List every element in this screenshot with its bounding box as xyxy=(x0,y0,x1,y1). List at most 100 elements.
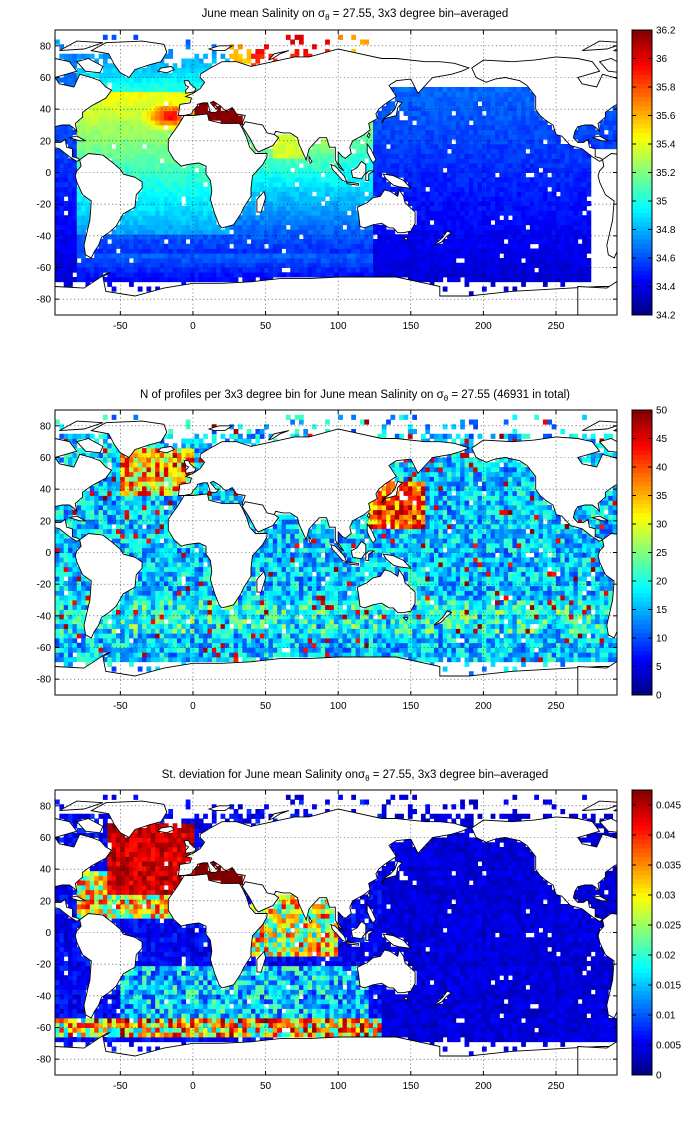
heatmap-cell xyxy=(468,115,474,121)
heatmap-cell xyxy=(451,177,457,183)
heatmap-cell xyxy=(150,267,156,273)
heatmap-cell xyxy=(133,129,139,135)
heatmap-cell xyxy=(420,172,426,178)
heatmap-cell xyxy=(150,277,156,283)
heatmap-cell xyxy=(150,566,156,572)
heatmap-cell xyxy=(434,267,439,273)
heatmap-cell xyxy=(229,53,235,59)
heatmap-cell xyxy=(495,215,500,221)
heatmap-cell xyxy=(277,167,282,173)
heatmap-cell xyxy=(85,272,91,278)
heatmap-cell xyxy=(569,253,574,259)
heatmap-cell xyxy=(185,210,191,216)
heatmap-cell xyxy=(542,186,548,192)
heatmap-cell xyxy=(512,134,518,140)
heatmap-cell xyxy=(438,91,444,97)
heatmap-cell xyxy=(115,91,121,97)
heatmap-cell xyxy=(473,106,478,112)
heatmap-cell xyxy=(81,125,86,131)
heatmap-cell xyxy=(342,272,348,278)
heatmap-cell xyxy=(68,129,73,135)
heatmap-cell xyxy=(473,239,478,245)
heatmap-cell xyxy=(573,134,579,140)
heatmap-cell xyxy=(560,210,566,216)
heatmap-cell xyxy=(129,96,134,102)
heatmap-cell xyxy=(307,248,313,254)
heatmap-cell xyxy=(486,205,492,211)
heatmap-cell xyxy=(525,129,531,135)
heatmap-cell xyxy=(81,68,86,74)
heatmap-cell xyxy=(137,77,143,83)
heatmap-cell xyxy=(216,253,221,259)
heatmap-cell xyxy=(246,53,252,59)
heatmap-cell xyxy=(194,87,200,93)
heatmap-cell xyxy=(176,172,182,178)
heatmap-cell xyxy=(63,53,69,59)
heatmap-cell xyxy=(495,91,500,97)
heatmap-cell xyxy=(312,186,317,192)
heatmap-cell xyxy=(59,585,65,591)
heatmap-cell xyxy=(394,186,400,192)
heatmap-cell xyxy=(176,68,182,74)
heatmap-cell xyxy=(298,34,304,40)
heatmap-cell xyxy=(481,172,487,178)
heatmap-cell xyxy=(573,220,579,226)
heatmap-cell xyxy=(499,101,505,107)
heatmap-cell xyxy=(529,129,535,135)
heatmap-cell xyxy=(68,277,73,283)
heatmap-cell xyxy=(499,229,505,235)
heatmap-cell xyxy=(172,72,178,78)
heatmap-cell xyxy=(255,229,261,235)
heatmap-cell xyxy=(508,153,513,159)
heatmap-cell xyxy=(486,229,492,235)
heatmap-cell xyxy=(281,229,287,235)
heatmap-cell xyxy=(582,267,587,273)
heatmap-cell xyxy=(220,253,226,259)
heatmap-cell xyxy=(359,201,365,207)
heatmap-cell xyxy=(420,253,426,259)
land-nam xyxy=(471,56,617,162)
heatmap-cell xyxy=(163,182,169,188)
heatmap-cell xyxy=(442,201,448,207)
heatmap-cell xyxy=(107,115,113,121)
heatmap-cell xyxy=(329,153,335,159)
heatmap-cell xyxy=(63,552,69,558)
heatmap-cell xyxy=(403,96,409,102)
heatmap-cell xyxy=(211,234,217,240)
heatmap-cell xyxy=(203,167,208,173)
heatmap-cell xyxy=(120,82,126,88)
heatmap-cell xyxy=(429,253,435,259)
heatmap-cell xyxy=(442,110,448,116)
heatmap-cell xyxy=(198,63,204,69)
heatmap-cell xyxy=(111,476,117,482)
heatmap-cell xyxy=(399,153,404,159)
heatmap-cell xyxy=(486,215,492,221)
heatmap-cell xyxy=(407,191,413,197)
heatmap-cell xyxy=(89,72,95,78)
heatmap-cell xyxy=(521,163,526,169)
heatmap-cell xyxy=(477,182,483,188)
heatmap-cell xyxy=(129,110,134,116)
heatmap-cell xyxy=(155,267,160,273)
heatmap-cell xyxy=(303,182,309,188)
heatmap-cell xyxy=(72,63,78,69)
heatmap-cell xyxy=(455,115,461,121)
heatmap-cell xyxy=(133,210,139,216)
heatmap-cell xyxy=(107,443,113,449)
heatmap-cell xyxy=(429,191,435,197)
heatmap-cell xyxy=(420,134,426,140)
heatmap-cell xyxy=(72,524,78,530)
heatmap-cell xyxy=(303,220,309,226)
heatmap-cell xyxy=(142,614,147,620)
heatmap-cell xyxy=(159,101,165,107)
heatmap-cell xyxy=(181,243,187,249)
heatmap-cell xyxy=(464,234,470,240)
heatmap-cell xyxy=(473,153,478,159)
heatmap-cell xyxy=(129,628,134,634)
heatmap-cell xyxy=(207,267,213,273)
heatmap-cell xyxy=(150,158,156,164)
heatmap-cell xyxy=(503,96,509,102)
heatmap-cell xyxy=(55,163,60,169)
heatmap-cell xyxy=(556,234,561,240)
heatmap-cell xyxy=(338,201,343,207)
